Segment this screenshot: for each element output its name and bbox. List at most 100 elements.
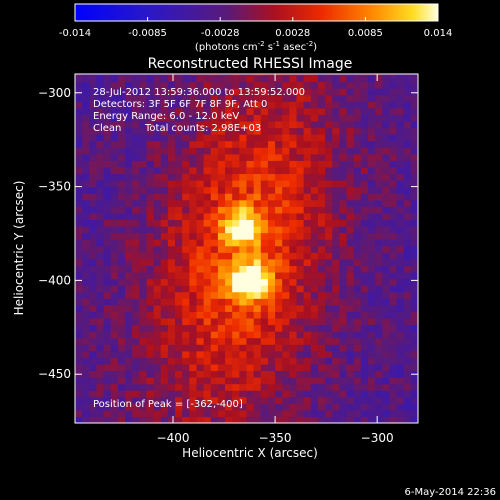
heatmap-cell <box>267 291 276 299</box>
heatmap-cell <box>146 160 155 168</box>
heatmap-cell <box>132 127 140 135</box>
heatmap-cell <box>260 101 269 109</box>
heatmap-cell <box>196 199 205 207</box>
heatmap-cell <box>389 186 398 194</box>
heatmap-cell <box>353 324 362 332</box>
heatmap-cell <box>346 278 355 286</box>
heatmap-cell <box>167 409 176 418</box>
heatmap-cell <box>117 409 126 418</box>
heatmap-cell <box>117 278 126 286</box>
heatmap-cell <box>89 212 98 221</box>
heatmap-cell <box>103 81 112 89</box>
heatmap-cell <box>96 252 105 260</box>
heatmap-cell <box>375 409 383 418</box>
heatmap-cell <box>239 416 248 423</box>
heatmap-cell <box>339 403 348 411</box>
heatmap-cell <box>189 219 198 227</box>
heatmap-cell <box>310 291 319 299</box>
heatmap-cell <box>239 383 248 391</box>
heatmap-cell <box>132 363 140 372</box>
annotation-clean: Clean <box>93 123 121 134</box>
heatmap-cell <box>310 134 319 142</box>
heatmap-cell <box>403 370 412 378</box>
heatmap-cell <box>239 245 248 253</box>
heatmap-cell <box>225 390 233 398</box>
heatmap-cell <box>332 285 340 293</box>
heatmap-cell <box>110 219 119 227</box>
heatmap-cell <box>89 166 98 175</box>
heatmap-cell <box>232 363 240 372</box>
heatmap-cell <box>275 350 283 358</box>
heatmap-cell <box>289 140 298 148</box>
heatmap-cell <box>403 291 412 299</box>
heatmap-cell <box>89 120 98 129</box>
heatmap-cell <box>389 377 398 385</box>
heatmap-cell <box>339 74 348 83</box>
heatmap-cell <box>182 212 190 221</box>
heatmap-cell <box>82 180 90 188</box>
heatmap-cell <box>267 258 276 266</box>
heatmap-cell <box>375 396 383 404</box>
heatmap-cell <box>225 166 233 175</box>
heatmap-cell <box>153 298 162 306</box>
heatmap-cell <box>303 88 312 96</box>
heatmap-cell <box>189 245 198 253</box>
heatmap-cell <box>146 107 155 115</box>
heatmap-cell <box>317 153 326 161</box>
heatmap-cell <box>346 291 355 299</box>
heatmap-cell <box>132 94 140 102</box>
heatmap-cell <box>339 219 348 227</box>
heatmap-cell <box>346 416 355 423</box>
heatmap-cell <box>382 311 391 319</box>
heatmap-cell <box>332 350 340 358</box>
heatmap-cell <box>325 101 333 109</box>
heatmap-cell <box>96 271 105 280</box>
heatmap-cell <box>153 344 162 352</box>
heatmap-cell <box>82 271 90 280</box>
heatmap-cell <box>75 252 83 260</box>
heatmap-cell <box>117 304 126 312</box>
heatmap-cell <box>339 180 348 188</box>
heatmap-cell <box>132 166 140 175</box>
heatmap-cell <box>110 180 119 188</box>
heatmap-cell <box>296 298 305 306</box>
heatmap-cell <box>260 153 269 161</box>
heatmap-cell <box>325 409 333 418</box>
heatmap-cell <box>125 134 133 142</box>
heatmap-cell <box>367 225 376 234</box>
heatmap-cell <box>117 291 126 299</box>
heatmap-cell <box>89 278 98 286</box>
heatmap-cell <box>167 265 176 273</box>
heatmap-cell <box>332 317 340 326</box>
heatmap-cell <box>346 212 355 221</box>
heatmap-cell <box>139 285 148 293</box>
heatmap-cell <box>346 258 355 266</box>
heatmap-cell <box>160 219 169 227</box>
heatmap-cell <box>175 74 183 83</box>
heatmap-cell <box>89 206 98 214</box>
heatmap-cell <box>82 166 90 175</box>
heatmap-cell <box>196 153 205 161</box>
heatmap-cell <box>217 390 226 398</box>
heatmap-cell <box>253 160 262 168</box>
heatmap-cell <box>153 383 162 391</box>
heatmap-cell <box>203 350 212 358</box>
heatmap-cell <box>210 285 219 293</box>
heatmap-cell <box>82 409 90 418</box>
heatmap-cell <box>160 232 169 240</box>
heatmap-cell <box>410 88 418 96</box>
heatmap-cell <box>275 94 283 102</box>
heatmap-cell <box>96 101 105 109</box>
heatmap-cell <box>75 317 83 326</box>
heatmap-cell <box>96 291 105 299</box>
heatmap-cell <box>282 245 290 253</box>
heatmap-cell <box>182 153 190 161</box>
heatmap-cell <box>296 344 305 352</box>
colorbar-tick-label: -0.0085 <box>128 28 167 39</box>
heatmap-cell <box>203 363 212 372</box>
heatmap-cell <box>139 81 148 89</box>
heatmap-cell <box>167 74 176 83</box>
heatmap-cell <box>110 74 119 76</box>
heatmap-cell <box>196 258 205 266</box>
heatmap-cell <box>196 271 205 280</box>
